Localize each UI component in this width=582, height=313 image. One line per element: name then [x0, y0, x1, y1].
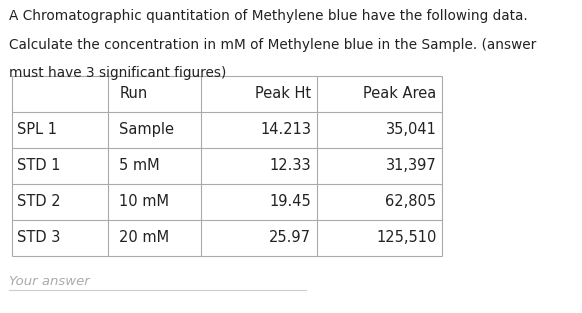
Text: 12.33: 12.33: [269, 158, 311, 173]
Text: STD 3: STD 3: [17, 230, 61, 245]
Text: 125,510: 125,510: [376, 230, 436, 245]
Text: 31,397: 31,397: [386, 158, 436, 173]
Text: 35,041: 35,041: [386, 122, 436, 137]
Text: must have 3 significant figures): must have 3 significant figures): [9, 66, 226, 80]
Text: Sample: Sample: [119, 122, 175, 137]
Text: Peak Ht: Peak Ht: [255, 86, 311, 101]
Text: Run: Run: [119, 86, 148, 101]
Text: 14.213: 14.213: [260, 122, 311, 137]
Text: Your answer: Your answer: [9, 275, 90, 288]
Text: 5 mM: 5 mM: [119, 158, 160, 173]
Text: STD 1: STD 1: [17, 158, 61, 173]
Text: 25.97: 25.97: [269, 230, 311, 245]
Text: SPL 1: SPL 1: [17, 122, 58, 137]
Text: A Chromatographic quantitation of Methylene blue have the following data.: A Chromatographic quantitation of Methyl…: [9, 9, 527, 23]
Text: 62,805: 62,805: [385, 194, 436, 209]
Text: 10 mM: 10 mM: [119, 194, 169, 209]
Text: 19.45: 19.45: [269, 194, 311, 209]
Text: Peak Area: Peak Area: [363, 86, 436, 101]
Text: STD 2: STD 2: [17, 194, 61, 209]
Text: 20 mM: 20 mM: [119, 230, 169, 245]
Text: Calculate the concentration in mM of Methylene blue in the Sample. (answer: Calculate the concentration in mM of Met…: [9, 38, 536, 52]
